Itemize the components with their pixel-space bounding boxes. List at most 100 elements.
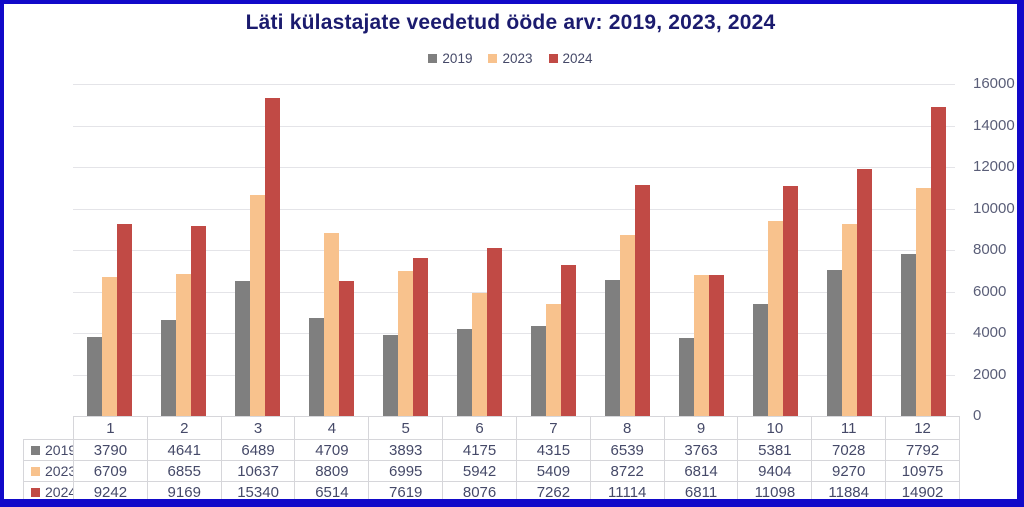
- value-cell-2024-m1: 9242: [73, 481, 148, 499]
- chart-legend: 2019 2023 2024: [4, 51, 1017, 66]
- series-header-content: 2023: [25, 463, 73, 479]
- bar-2024-m10: [782, 185, 798, 416]
- bar-2019-m10: [752, 304, 768, 416]
- bar-2024-m4: [339, 280, 355, 416]
- value-cell-2019-m9: 3763: [663, 439, 739, 461]
- month-header-cell: 7: [515, 416, 591, 440]
- value-cell-2024-m8: 11114: [589, 481, 665, 499]
- value-cell-2024-m10: 11098: [737, 481, 813, 499]
- bar-2023-m10: [767, 220, 783, 416]
- bar-2024-m3: [265, 97, 281, 416]
- value-cell-2024-m2: 9169: [146, 481, 222, 499]
- y-tick-label: 12000: [973, 158, 1015, 175]
- series-swatch-2023: [31, 466, 40, 476]
- bar-2019-m8: [604, 280, 620, 416]
- month-header-cell: 3: [220, 416, 296, 440]
- value-cell-2019-m3: 6489: [220, 439, 296, 461]
- bar-2019-m9: [678, 337, 694, 416]
- month-header-cell: 1: [73, 416, 148, 440]
- gridline: [73, 374, 955, 376]
- bar-2023-m7: [545, 303, 561, 416]
- bar-2023-m5: [398, 270, 414, 416]
- value-cell-2023-m3: 10637: [220, 460, 296, 482]
- value-cell-2023-m4: 8809: [294, 460, 370, 482]
- value-cell-2019-m10: 5381: [737, 439, 813, 461]
- series-header-content: 2019: [25, 442, 74, 458]
- bar-2019-m2: [161, 319, 177, 416]
- legend-label: 2023: [502, 51, 533, 66]
- legend-swatch-2019: [428, 54, 438, 63]
- bar-2019-m4: [309, 318, 325, 416]
- month-header-cell: 5: [368, 416, 444, 440]
- y-tick-label: 8000: [973, 241, 1007, 258]
- gridline: [73, 250, 955, 251]
- bar-2019-m1: [87, 337, 103, 416]
- bar-2023-m3: [250, 195, 266, 416]
- chart-title: Läti külastajate veedetud ööde arv: 2019…: [245, 11, 776, 34]
- month-header-cell: 6: [442, 416, 517, 440]
- legend-label: 2019: [442, 51, 473, 66]
- bar-2024-m7: [560, 265, 576, 416]
- bar-2024-m2: [191, 225, 207, 416]
- legend-item-2019: 2019: [428, 51, 472, 66]
- value-cell-2024-m4: 6514: [294, 481, 370, 499]
- value-cell-2023-m5: 6995: [368, 460, 444, 482]
- legend-item-2023: 2023: [488, 51, 533, 66]
- value-cell-2019-m8: 6539: [589, 439, 665, 461]
- month-header-cell: 4: [294, 416, 370, 440]
- value-cell-2023-m7: 5409: [515, 460, 591, 482]
- value-cell-2019-m11: 7028: [811, 439, 887, 461]
- bar-2024-m11: [856, 169, 872, 416]
- bar-2024-m5: [413, 257, 429, 416]
- bar-2019-m11: [826, 270, 842, 416]
- series-header-2019: 2019: [23, 439, 74, 461]
- series-header-2024: 2024: [23, 481, 74, 500]
- value-cell-2019-m1: 3790: [73, 439, 148, 461]
- value-cell-2023-m8: 8722: [589, 460, 665, 482]
- gridline: [73, 167, 955, 168]
- y-tick-label: 16000: [973, 75, 1015, 92]
- legend-swatch-2024: [548, 54, 558, 63]
- value-cell-2019-m5: 3893: [368, 439, 444, 461]
- bar-2019-m12: [900, 254, 916, 416]
- data-table: 1 2 3 4 5 6 7 8 9 10 11 12 2019 3790 4641 6489 4709 3893 4…: [23, 416, 960, 500]
- value-cell-2024-m3: 15340: [220, 481, 296, 499]
- bar-2019-m6: [457, 329, 473, 416]
- series-name: 2024: [45, 484, 74, 500]
- bar-2024-m8: [634, 185, 650, 416]
- month-header-cell: 9: [663, 416, 739, 440]
- y-tick-label: 14000: [973, 116, 1015, 134]
- month-header-cell: 2: [146, 416, 222, 440]
- month-header-cell: 8: [589, 416, 665, 440]
- y-tick-label: 6000: [973, 282, 1007, 300]
- series-header-2023: 2023: [23, 460, 74, 482]
- value-cell-2019-m6: 4175: [442, 439, 517, 461]
- value-cell-2019-m2: 4641: [146, 439, 222, 461]
- series-header-content: 2024: [25, 484, 74, 500]
- bar-2024-m9: [708, 274, 724, 416]
- value-cell-2024-m7: 7262: [515, 481, 591, 499]
- legend-label: 2024: [562, 51, 593, 66]
- y-tick-label: 2000: [973, 365, 1007, 383]
- value-cell-2023-m12: 10975: [885, 460, 960, 482]
- y-tick-label: 10000: [973, 199, 1015, 217]
- value-cell-2023-m10: 9404: [737, 460, 813, 482]
- bar-2023-m8: [619, 235, 635, 416]
- bar-2023-m9: [693, 274, 709, 416]
- bar-2024-m12: [930, 106, 946, 416]
- gridline: [73, 125, 955, 127]
- bar-2024-m1: [117, 224, 133, 416]
- series-swatch-2024: [31, 487, 40, 497]
- y-tick-label: 0: [973, 407, 982, 424]
- bar-2023-m2: [176, 273, 192, 416]
- series-swatch-2019: [31, 445, 40, 455]
- value-cell-2023-m6: 5942: [442, 460, 517, 482]
- month-header-cell: 10: [737, 416, 813, 440]
- value-cell-2024-m6: 8076: [442, 481, 517, 499]
- gridline: [73, 333, 955, 334]
- value-cell-2023-m9: 6814: [663, 460, 739, 482]
- series-name: 2019: [45, 442, 74, 458]
- value-cell-2019-m7: 4315: [515, 439, 591, 461]
- value-cell-2023-m2: 6855: [146, 460, 222, 482]
